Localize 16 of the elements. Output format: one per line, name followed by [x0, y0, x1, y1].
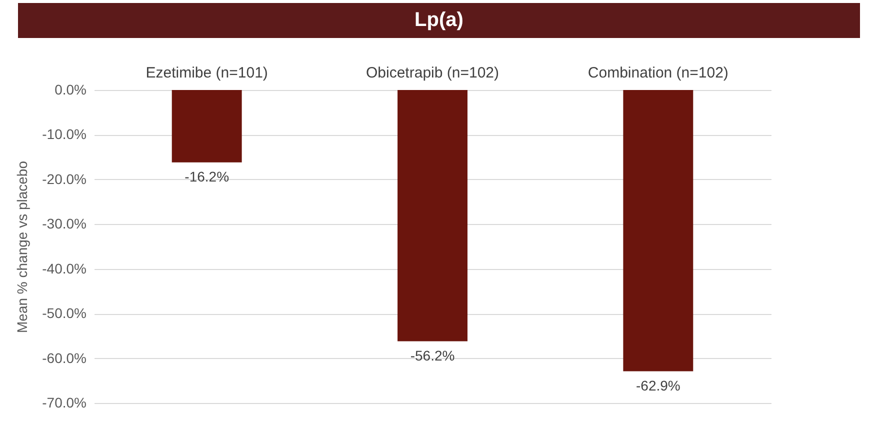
y-tick-label: -30.0% — [42, 216, 86, 232]
y-tick-label: -70.0% — [42, 394, 86, 410]
y-tick-label: 0.0% — [54, 82, 86, 98]
y-tick-label: -60.0% — [42, 350, 86, 366]
data-label: -62.9% — [636, 377, 680, 394]
y-tick-label: -10.0% — [42, 126, 86, 142]
y-tick-label: -20.0% — [42, 170, 86, 187]
x-tick-label: Obicetrapib (n=102) — [366, 64, 499, 82]
chart-title: Lp(a) — [18, 3, 860, 38]
y-tick-label: -40.0% — [42, 260, 86, 276]
y-axis-title: Mean % change vs placebo — [14, 160, 30, 333]
x-tick-label: Ezetimibe (n=101) — [146, 64, 268, 82]
x-tick-label: Combination (n=102) — [588, 64, 728, 82]
data-label: -16.2% — [184, 168, 230, 184]
data-label: -56.2% — [410, 347, 455, 364]
y-tick-label: -50.0% — [42, 305, 86, 322]
